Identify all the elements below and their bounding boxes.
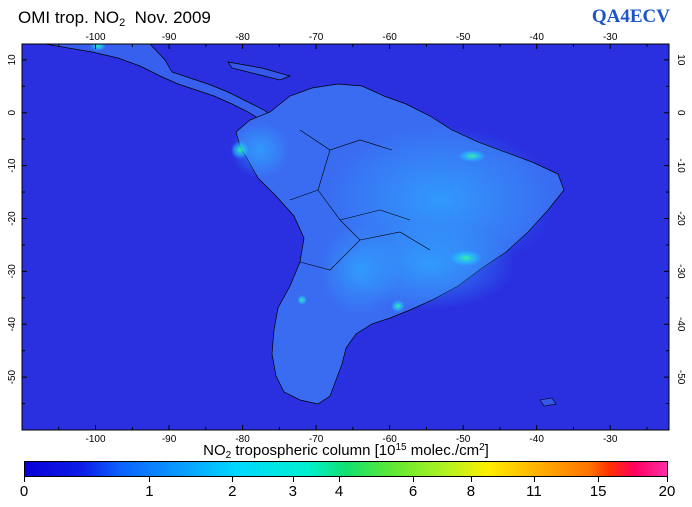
lon-tick-label-top: -30 bbox=[603, 32, 618, 43]
lat-tick-label-right: -30 bbox=[675, 264, 686, 279]
caption-part-2: tropospheric column [10 bbox=[231, 442, 396, 459]
land-falklands bbox=[539, 397, 557, 407]
hotspot-para bbox=[458, 150, 486, 162]
caption-exponent: 15 bbox=[395, 442, 407, 453]
hotspot-buenos-aires bbox=[391, 300, 405, 312]
caption-part-1: NO bbox=[203, 442, 226, 459]
land-cuba bbox=[227, 61, 292, 81]
colorbar-tick-label: 4 bbox=[334, 483, 344, 500]
colorbar-tick bbox=[413, 476, 414, 482]
lat-tick-label-left: -30 bbox=[7, 264, 18, 279]
colorbar-caption: NO2 tropospheric column [1015 molec./cm2… bbox=[0, 442, 692, 461]
lat-tick-label-left: -40 bbox=[7, 317, 18, 332]
lat-tick-label-left: -20 bbox=[7, 211, 18, 226]
lon-tick-label-top: -70 bbox=[309, 32, 324, 43]
lat-tick-label-left: 0 bbox=[7, 110, 18, 116]
hotspot-bogota bbox=[231, 141, 249, 159]
colorbar-tick-label: 3 bbox=[288, 483, 297, 500]
lon-tick-label-bottom: -60 bbox=[382, 434, 397, 445]
lon-tick-label-bottom: -30 bbox=[603, 434, 618, 445]
colorbar-tick bbox=[667, 476, 668, 482]
lon-tick-label-top: -100 bbox=[86, 32, 106, 43]
title-subscript: 2 bbox=[119, 17, 126, 29]
colorbar-tick bbox=[292, 476, 294, 482]
colorbar-tick bbox=[149, 476, 151, 482]
map-frame bbox=[21, 43, 670, 431]
colorbar-tick-label: 20 bbox=[658, 483, 676, 500]
caption-part-3: molec./cm bbox=[406, 442, 480, 459]
brand-label: QA4ECV bbox=[591, 6, 670, 27]
no2-plume-pampas bbox=[320, 225, 400, 315]
colorbar-tick-label: 1 bbox=[145, 483, 154, 500]
colorbar-tick-label: 6 bbox=[408, 483, 418, 500]
lat-tick-label-right: 0 bbox=[675, 110, 686, 116]
axis-ticks: -100-100-90-90-80-80-70-70-60-60-50-50-4… bbox=[7, 32, 686, 445]
colorbar-tick bbox=[24, 476, 25, 482]
lat-tick-label-right: 10 bbox=[675, 54, 686, 66]
colorbar bbox=[24, 461, 668, 477]
hotspot-santiago bbox=[297, 295, 307, 305]
lon-tick-label-top: -60 bbox=[382, 32, 397, 43]
lat-tick-label-left: -50 bbox=[7, 369, 18, 384]
lon-tick-label-top: -50 bbox=[456, 32, 471, 43]
title-text: OMI trop. NO bbox=[18, 8, 120, 27]
caption-exponent-2: 2 bbox=[479, 442, 485, 453]
lon-tick-label-bottom: -50 bbox=[456, 434, 471, 445]
map-land-layer bbox=[44, 44, 565, 407]
lon-tick-label-bottom: -80 bbox=[235, 434, 250, 445]
lon-tick-label-bottom: -40 bbox=[529, 434, 544, 445]
hotspot-mexico bbox=[90, 44, 106, 51]
map-title: OMI trop. NO2 Nov. 2009 bbox=[18, 8, 211, 29]
colorbar-tick bbox=[232, 476, 234, 482]
country-borders bbox=[289, 129, 431, 271]
no2-plume-andes bbox=[230, 122, 290, 178]
lon-tick-label-top: -90 bbox=[162, 32, 177, 43]
lat-tick-label-right: -50 bbox=[675, 370, 686, 385]
colorbar-tick-label: 0 bbox=[19, 483, 29, 500]
lat-tick-label-right: -20 bbox=[675, 211, 686, 226]
lon-tick-label-bottom: -100 bbox=[86, 434, 106, 445]
caption-subscript: 2 bbox=[225, 450, 232, 461]
lon-tick-label-bottom: -70 bbox=[309, 434, 324, 445]
colorbar-tick bbox=[470, 476, 472, 482]
lon-tick-label-top: -40 bbox=[529, 32, 544, 43]
lat-tick-label-left: 10 bbox=[7, 54, 18, 66]
lat-tick-label-right: -40 bbox=[675, 317, 686, 332]
colorbar-tick-label: 15 bbox=[589, 483, 607, 500]
colorbar-tick-label: 8 bbox=[466, 483, 476, 500]
lon-tick-label-bottom: -90 bbox=[162, 434, 177, 445]
colorbar-tick-label: 11 bbox=[526, 483, 542, 500]
colorbar-tick bbox=[533, 476, 535, 482]
lat-tick-label-right: -10 bbox=[675, 158, 686, 173]
lon-tick-label-top: -80 bbox=[235, 32, 250, 43]
caption-part-4: ] bbox=[484, 442, 489, 459]
lat-tick-label-left: -10 bbox=[7, 158, 18, 173]
colorbar-tick-label: 2 bbox=[228, 483, 237, 500]
title-period: Nov. 2009 bbox=[134, 8, 211, 27]
hotspot-sao-paulo bbox=[450, 250, 482, 266]
colorbar-tick bbox=[339, 476, 341, 482]
colorbar-tick bbox=[598, 476, 600, 482]
